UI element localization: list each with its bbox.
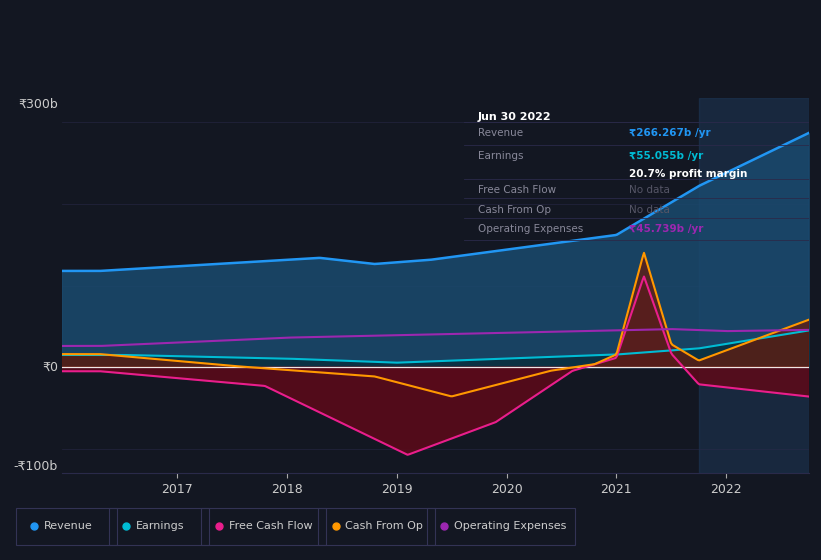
Text: ₹300b: ₹300b [18, 98, 57, 111]
Text: Free Cash Flow: Free Cash Flow [229, 521, 312, 531]
Text: ₹55.055b /yr: ₹55.055b /yr [630, 151, 704, 161]
Text: No data: No data [630, 205, 670, 214]
Text: Earnings: Earnings [478, 151, 523, 161]
Text: ₹266.267b /yr: ₹266.267b /yr [630, 128, 711, 138]
Bar [699, 98, 809, 473]
Text: No data: No data [630, 185, 670, 195]
Text: Jun 30 2022: Jun 30 2022 [478, 112, 551, 122]
Text: Cash From Op: Cash From Op [346, 521, 423, 531]
Text: Operating Expenses: Operating Expenses [454, 521, 566, 531]
Text: ₹0: ₹0 [42, 361, 57, 374]
Text: Revenue: Revenue [44, 521, 92, 531]
Text: Revenue: Revenue [478, 128, 523, 138]
Text: 20.7% profit margin: 20.7% profit margin [630, 169, 748, 179]
Text: -₹100b: -₹100b [14, 460, 57, 473]
Text: Free Cash Flow: Free Cash Flow [478, 185, 556, 195]
Text: Cash From Op: Cash From Op [478, 205, 551, 214]
Text: Operating Expenses: Operating Expenses [478, 224, 583, 234]
Text: ₹45.739b /yr: ₹45.739b /yr [630, 224, 704, 234]
Text: Earnings: Earnings [136, 521, 185, 531]
